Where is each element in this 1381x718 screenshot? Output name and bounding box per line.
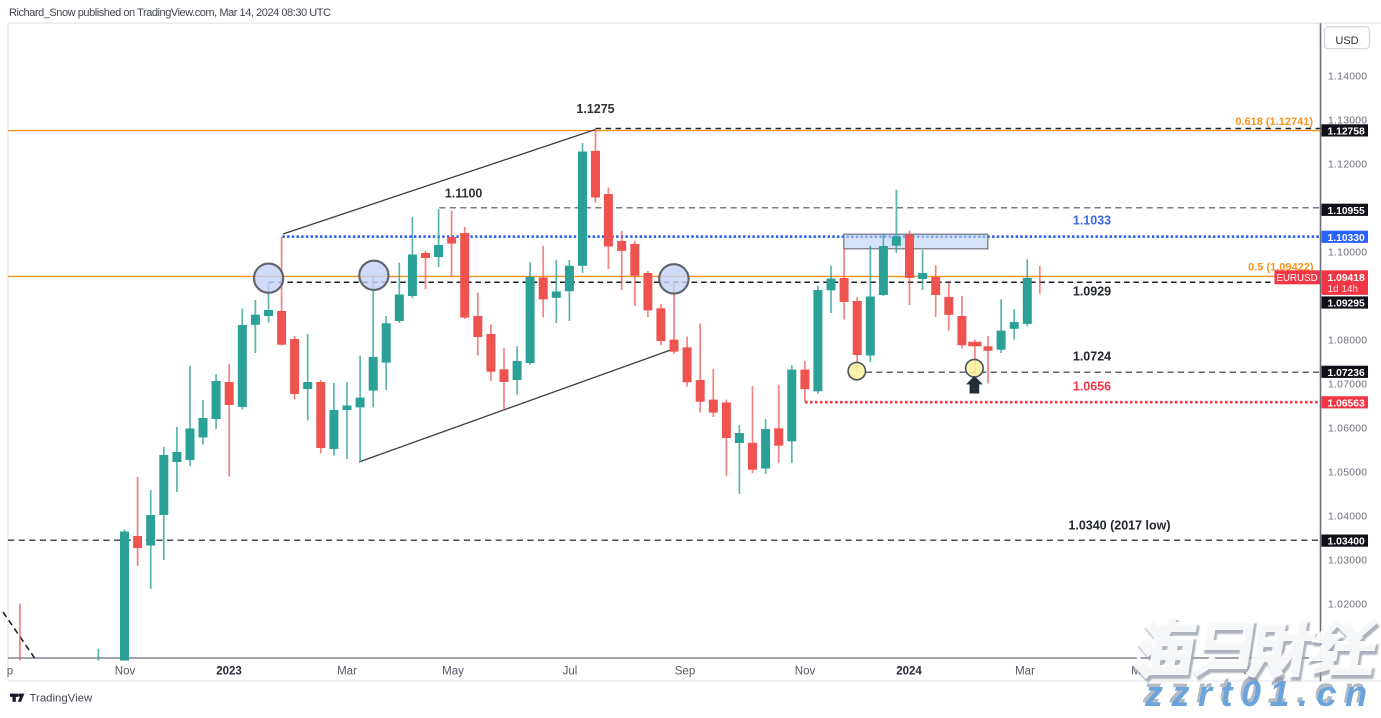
svg-text:May: May [442, 666, 464, 678]
svg-text:1.13000: 1.13000 [1328, 116, 1367, 127]
svg-text:1.09295: 1.09295 [1328, 299, 1365, 310]
svg-text:1.0929: 1.0929 [1073, 285, 1111, 299]
svg-text:0.618 (1.12741): 0.618 (1.12741) [1235, 116, 1313, 128]
svg-text:Richard_Snow published on Trad: Richard_Snow published on TradingView.co… [9, 7, 331, 19]
svg-text:1.10000: 1.10000 [1328, 248, 1367, 259]
svg-text:1.1033: 1.1033 [1073, 214, 1111, 228]
svg-text:1.12000: 1.12000 [1328, 160, 1367, 171]
svg-text:1.0656: 1.0656 [1073, 380, 1111, 394]
svg-text:1.10330: 1.10330 [1328, 233, 1365, 244]
svg-text:1.1100: 1.1100 [445, 187, 483, 201]
svg-text:1.09418: 1.09418 [1328, 273, 1365, 284]
svg-text:1.08000: 1.08000 [1328, 336, 1367, 347]
svg-text:2024: 2024 [896, 666, 922, 678]
svg-text:p: p [7, 666, 13, 678]
svg-text:TradingView: TradingView [30, 693, 93, 705]
svg-text:EURUSD: EURUSD [1276, 273, 1317, 284]
svg-text:1.07000: 1.07000 [1328, 380, 1367, 391]
svg-text:1.03400: 1.03400 [1328, 537, 1365, 548]
svg-text:1.02000: 1.02000 [1328, 600, 1367, 611]
svg-text:1.12758: 1.12758 [1328, 126, 1365, 137]
svg-text:1.0340 (2017 low): 1.0340 (2017 low) [1068, 519, 1170, 533]
svg-text:Jul: Jul [563, 666, 578, 678]
svg-text:Nov: Nov [795, 666, 816, 678]
svg-text:1.14000: 1.14000 [1328, 72, 1367, 83]
svg-text:Mar: Mar [337, 666, 357, 678]
svg-text:1d 14h: 1d 14h [1328, 284, 1359, 295]
svg-text:1.1275: 1.1275 [576, 102, 614, 116]
svg-text:Mar: Mar [1015, 666, 1035, 678]
svg-text:1.10955: 1.10955 [1328, 206, 1365, 217]
svg-text:Sep: Sep [675, 666, 695, 678]
svg-text:1.03000: 1.03000 [1328, 556, 1367, 567]
svg-text:USD: USD [1335, 35, 1358, 47]
svg-text:1.04000: 1.04000 [1328, 512, 1367, 523]
svg-text:1.0724: 1.0724 [1073, 350, 1111, 364]
svg-text:1.07236: 1.07236 [1328, 368, 1365, 379]
svg-text:Nov: Nov [115, 666, 136, 678]
svg-text:1.06563: 1.06563 [1328, 398, 1365, 409]
svg-text:zzrt01.cn: zzrt01.cn [1144, 673, 1376, 713]
svg-text:1.05000: 1.05000 [1328, 468, 1367, 479]
svg-text:1.06000: 1.06000 [1328, 424, 1367, 435]
svg-text:2023: 2023 [216, 666, 242, 678]
